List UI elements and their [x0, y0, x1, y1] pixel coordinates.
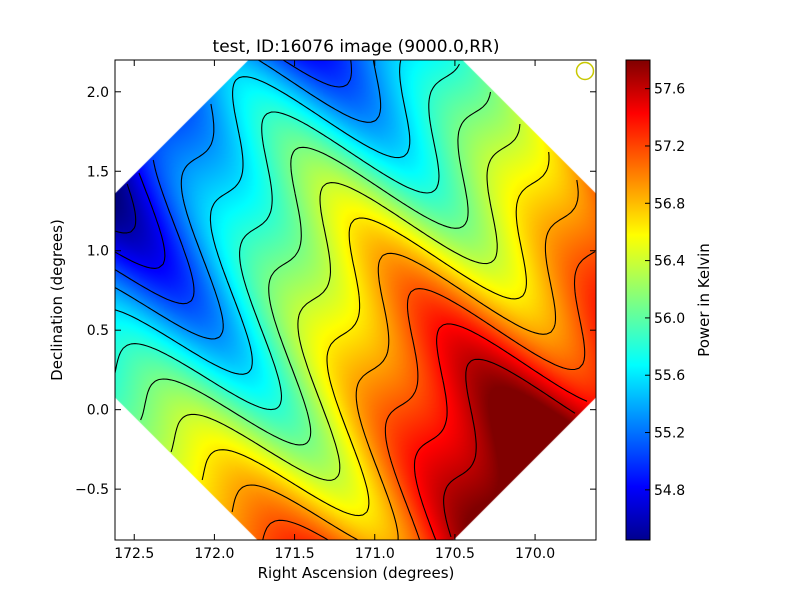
contour-line [443, 358, 576, 538]
contour-line [115, 60, 411, 375]
colorbar-tick-label: 57.2 [654, 139, 685, 155]
colorbar-tick-label: 56.0 [654, 311, 685, 327]
x-tick-label: 170.5 [435, 546, 475, 562]
colorbar-tick-label: 55.6 [654, 368, 685, 384]
contour-line [115, 60, 353, 305]
x-axis: 172.5 172.0 171.5 171.0 170.5 170.0 [114, 60, 555, 562]
y-tick-label: 0.0 [87, 403, 109, 419]
colorbar-frame [625, 59, 651, 541]
x-tick-label: 171.0 [355, 546, 395, 562]
contour-line [140, 91, 492, 446]
x-axis-label: Right Ascension (degrees) [258, 564, 455, 582]
contour-line [115, 63, 460, 411]
colorbar-tick-label: 55.2 [654, 426, 685, 442]
contour-lines [115, 60, 596, 540]
contour-line [115, 183, 137, 234]
heatmap-image [115, 60, 596, 540]
y-tick-label: 1.5 [87, 164, 109, 180]
y-tick-label: 2.0 [87, 85, 109, 101]
contour-line [413, 323, 588, 540]
contour-line [231, 179, 579, 540]
colorbar-ticks: 54.8 55.2 55.6 56.0 56.4 56.8 57.2 57.6 [645, 82, 685, 499]
contour-line [115, 172, 166, 269]
x-tick-label: 172.5 [114, 546, 154, 562]
y-tick-label: 0.5 [87, 323, 109, 339]
plot-frame [114, 59, 597, 541]
colorbar-tick-label: 56.8 [654, 196, 685, 212]
y-axis-label: Declination (degrees) [48, 219, 66, 381]
x-tick-label: 170.0 [515, 546, 555, 562]
x-tick-label: 172.0 [194, 546, 234, 562]
colorbar [626, 60, 650, 540]
chart-title: test, ID:16076 image (9000.0,RR) [213, 37, 500, 57]
colorbar-label: Power in Kelvin [695, 243, 713, 357]
contour-line [170, 123, 521, 481]
colorbar-tick-label: 54.8 [654, 483, 685, 499]
colorbar-tick-label: 57.6 [654, 82, 685, 98]
colorbar-tick-label: 56.4 [654, 254, 685, 270]
y-tick-label: −0.5 [75, 482, 109, 498]
y-tick-label: 1.0 [87, 244, 109, 260]
contour-line [201, 151, 550, 517]
y-axis: −0.5 0.0 0.5 1.0 1.5 2.0 [75, 85, 596, 498]
beam-marker [575, 61, 595, 81]
contour-line [262, 251, 596, 540]
x-tick-label: 171.5 [275, 546, 315, 562]
